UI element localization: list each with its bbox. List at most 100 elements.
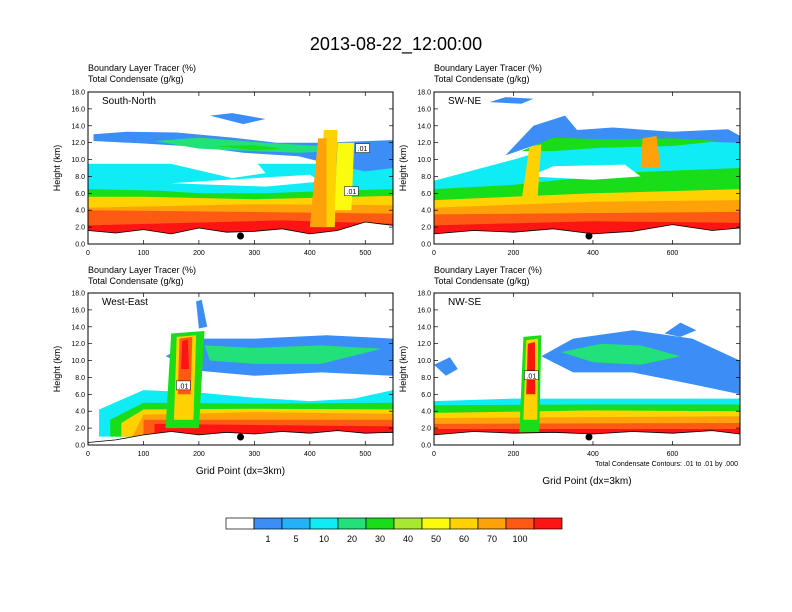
subtitle-line-1: Boundary Layer Tracer (%) <box>88 265 196 275</box>
y-tick-label: 10.0 <box>417 358 431 365</box>
y-tick-label: 16.0 <box>417 106 431 113</box>
y-tick-label: 12.0 <box>71 140 85 147</box>
y-tick-label: 18.0 <box>71 90 85 97</box>
y-tick-label: 6.0 <box>75 392 85 399</box>
x-tick-label: 200 <box>508 250 520 257</box>
x-tick-label: 400 <box>587 250 599 257</box>
x-tick-label: 400 <box>304 250 316 257</box>
y-axis-label: Height (km) <box>398 145 408 192</box>
subtitle-line-2: Total Condensate (g/kg) <box>88 74 184 84</box>
contour-label-box <box>344 186 359 196</box>
colorbar-swatch <box>253 517 283 530</box>
plot-area: .01 .01 <box>88 113 393 244</box>
colorbar-label: 30 <box>375 534 385 544</box>
shaded-region <box>561 343 681 365</box>
shaded-region <box>664 322 697 337</box>
colorbar-label: 60 <box>459 534 469 544</box>
y-tick-label: 18.0 <box>417 291 431 298</box>
x-tick-label: 600 <box>667 250 679 257</box>
colorbar-swatch <box>225 517 255 530</box>
x-tick-label: 0 <box>432 250 436 257</box>
contour-label-box <box>355 143 370 153</box>
colorbar-swatch <box>421 517 451 530</box>
colorbar-label: 40 <box>403 534 413 544</box>
panel-sw-ne: Boundary Layer Tracer (%) Total Condensa… <box>398 63 741 257</box>
contour-label-box <box>524 370 539 381</box>
y-tick-label: 6.0 <box>421 191 431 198</box>
shaded-region <box>640 135 661 168</box>
panel-title: NW-SE <box>448 297 481 308</box>
y-tick-label: 14.0 <box>71 123 85 130</box>
shaded-region <box>210 113 266 125</box>
contour-label: .01 <box>526 373 536 380</box>
y-tick-label: 14.0 <box>71 324 85 331</box>
shaded-region <box>521 144 542 202</box>
panel-title: South-North <box>102 96 156 107</box>
subtitle-line-1: Boundary Layer Tracer (%) <box>434 63 542 73</box>
x-tick-label: 0 <box>432 451 436 458</box>
y-tick-label: 2.0 <box>75 225 85 232</box>
panel-west-east: Boundary Layer Tracer (%) Total Condensa… <box>52 265 394 477</box>
subtitle-line-1: Boundary Layer Tracer (%) <box>434 265 542 275</box>
shaded-region <box>529 164 641 180</box>
x-axis-label: Grid Point (dx=3km) <box>542 476 631 487</box>
colorbar-swatch <box>393 517 423 530</box>
shaded-region <box>99 144 266 179</box>
x-tick-label: 600 <box>667 451 679 458</box>
y-tick-label: 8.0 <box>75 375 85 382</box>
shaded-region <box>526 342 536 395</box>
colorbar-label: 20 <box>347 534 357 544</box>
x-tick-label: 400 <box>304 451 316 458</box>
plot-frame <box>433 292 741 446</box>
y-tick-label: 2.0 <box>421 225 431 232</box>
colorbar-swatch <box>365 517 395 530</box>
location-marker <box>585 232 593 240</box>
colorbar-swatch <box>449 517 479 530</box>
y-axis-label: Height (km) <box>52 346 62 393</box>
colorbar: 1 5 10 20 30 40 50 60 70 100 <box>225 517 563 544</box>
shaded-region <box>309 138 327 228</box>
y-tick-label: 2.0 <box>421 426 431 433</box>
y-tick-label: 16.0 <box>71 106 85 113</box>
y-tick-label: 0.0 <box>75 242 85 249</box>
panel-title: West-East <box>102 297 148 308</box>
contour-label: .01 <box>358 146 368 153</box>
shaded-region <box>334 142 355 211</box>
subtitle-line-2: Total Condensate (g/kg) <box>434 74 530 84</box>
colorbar-swatch <box>477 517 507 530</box>
location-marker <box>237 433 244 441</box>
y-tick-label: 8.0 <box>75 174 85 181</box>
x-axis-label: Grid Point (dx=3km) <box>196 466 285 477</box>
colorbar-label: 1 <box>265 534 270 544</box>
subtitle-line-1: Boundary Layer Tracer (%) <box>88 63 196 73</box>
x-tick-label: 500 <box>359 451 371 458</box>
y-tick-label: 4.0 <box>75 409 85 416</box>
contour-label-box <box>176 380 191 391</box>
x-tick-label: 300 <box>249 451 261 458</box>
y-tick-label: 10.0 <box>71 157 85 164</box>
y-tick-label: 16.0 <box>71 307 85 314</box>
y-tick-label: 0.0 <box>421 242 431 249</box>
shaded-region <box>489 97 534 104</box>
contour-footnote: Total Condensate Contours: .01 to .01 by… <box>595 461 738 468</box>
shaded-region <box>521 137 721 152</box>
x-tick-label: 0 <box>86 451 90 458</box>
plot-frame <box>87 292 394 446</box>
y-axis-label: Height (km) <box>398 346 408 393</box>
colorbar-label: 10 <box>319 534 329 544</box>
shaded-region <box>434 357 458 376</box>
shaded-region <box>181 339 189 369</box>
panel-title: SW-NE <box>448 96 481 107</box>
y-tick-label: 0.0 <box>75 443 85 450</box>
y-tick-label: 14.0 <box>417 324 431 331</box>
y-tick-label: 10.0 <box>71 358 85 365</box>
shaded-region <box>196 299 208 329</box>
x-tick-label: 200 <box>193 250 205 257</box>
colorbar-swatch <box>337 517 367 530</box>
colorbar-label: 70 <box>487 534 497 544</box>
colorbar-swatch <box>505 517 535 530</box>
shaded-region <box>204 345 382 364</box>
y-tick-label: 0.0 <box>421 443 431 450</box>
y-tick-label: 8.0 <box>421 174 431 181</box>
